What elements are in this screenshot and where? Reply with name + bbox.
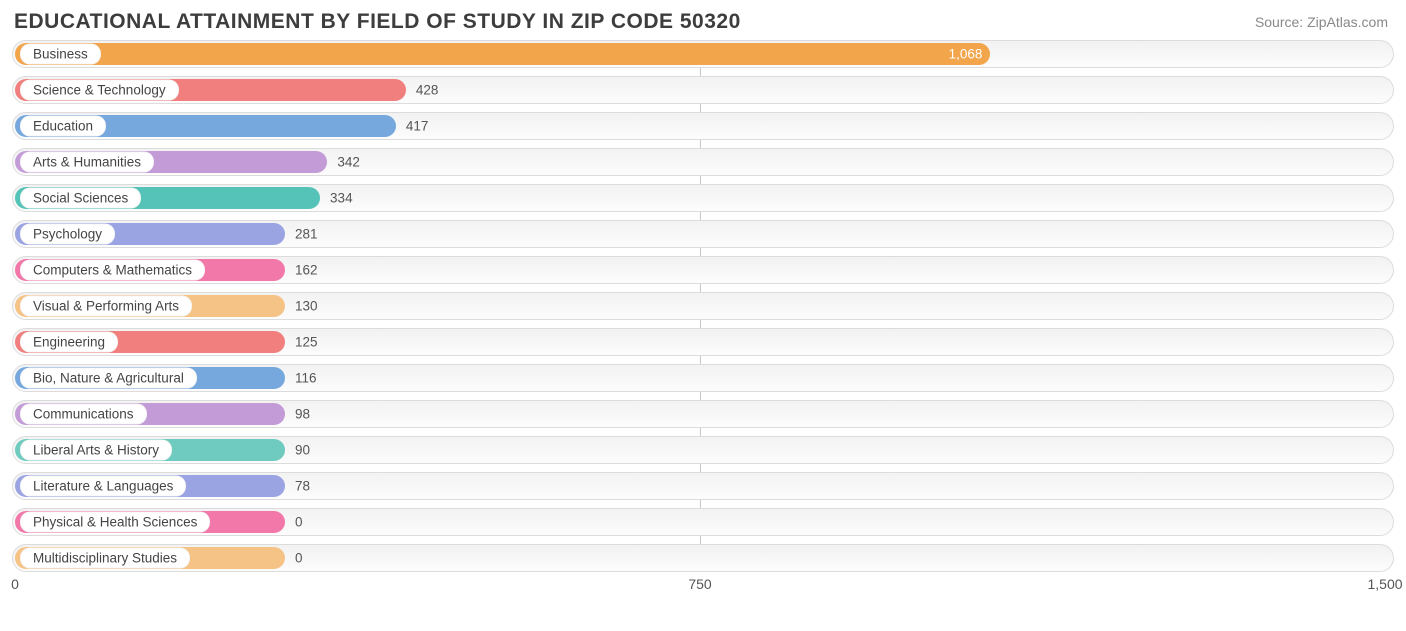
bar-category-label: Liberal Arts & History — [20, 440, 172, 461]
bar-category-label: Business — [20, 44, 101, 65]
x-axis-tick: 1,500 — [1367, 576, 1402, 592]
bar-value-label: 116 — [295, 371, 317, 386]
bar-row: Social Sciences 334 — [12, 184, 1394, 212]
chart-title: EDUCATIONAL ATTAINMENT BY FIELD OF STUDY… — [14, 10, 741, 34]
chart-header: EDUCATIONAL ATTAINMENT BY FIELD OF STUDY… — [0, 0, 1406, 40]
bar-value-label: 417 — [406, 119, 429, 134]
bar-category-label: Computers & Mathematics — [20, 260, 205, 281]
bar-row: Visual & Performing Arts 130 — [12, 292, 1394, 320]
bar-category-label: Social Sciences — [20, 188, 141, 209]
bar-row: Computers & Mathematics 162 — [12, 256, 1394, 284]
bar-fill — [15, 43, 990, 65]
bar-value-label: 125 — [295, 335, 318, 350]
bar-category-label: Physical & Health Sciences — [20, 512, 210, 533]
bar-value-label: 162 — [295, 263, 318, 278]
bar-value-label: 342 — [337, 155, 360, 170]
x-axis-tick: 750 — [688, 576, 711, 592]
bar-row: Psychology 281 — [12, 220, 1394, 248]
bar-category-label: Arts & Humanities — [20, 152, 154, 173]
bar-value-label: 90 — [295, 443, 310, 458]
bar-value-label: 281 — [295, 227, 318, 242]
bar-row: Liberal Arts & History 90 — [12, 436, 1394, 464]
bar-category-label: Bio, Nature & Agricultural — [20, 368, 197, 389]
chart-source: Source: ZipAtlas.com — [1255, 14, 1388, 30]
bar-row: Education 417 — [12, 112, 1394, 140]
bar-row: Bio, Nature & Agricultural 116 — [12, 364, 1394, 392]
bar-row: Communications 98 — [12, 400, 1394, 428]
bar-category-label: Literature & Languages — [20, 476, 186, 497]
bar-category-label: Psychology — [20, 224, 115, 245]
bar-row: Physical & Health Sciences 0 — [12, 508, 1394, 536]
bar-value-label: 0 — [295, 515, 303, 530]
bar-value-label: 98 — [295, 407, 310, 422]
bar-category-label: Communications — [20, 404, 147, 425]
bar-category-label: Visual & Performing Arts — [20, 296, 192, 317]
x-axis: 07501,500 — [12, 572, 1394, 598]
bar-category-label: Education — [20, 116, 106, 137]
bar-value-label: 1,068 — [949, 47, 983, 62]
bar-row: Arts & Humanities 342 — [12, 148, 1394, 176]
bar-row: Multidisciplinary Studies 0 — [12, 544, 1394, 572]
bar-value-label: 428 — [416, 83, 439, 98]
bar-row: Science & Technology 428 — [12, 76, 1394, 104]
bar-row: Literature & Languages 78 — [12, 472, 1394, 500]
bar-row: Engineering 125 — [12, 328, 1394, 356]
bar-category-label: Engineering — [20, 332, 118, 353]
chart-plot-area: Business 1,068 Science & Technology 428 Educ… — [12, 40, 1394, 572]
bar-category-label: Multidisciplinary Studies — [20, 548, 190, 569]
bar-row: Business 1,068 — [12, 40, 1394, 68]
bar-category-label: Science & Technology — [20, 80, 179, 101]
bar-value-label: 78 — [295, 479, 310, 494]
bar-value-label: 0 — [295, 551, 303, 566]
bar-value-label: 334 — [330, 191, 353, 206]
x-axis-tick: 0 — [11, 576, 19, 592]
bar-value-label: 130 — [295, 299, 318, 314]
